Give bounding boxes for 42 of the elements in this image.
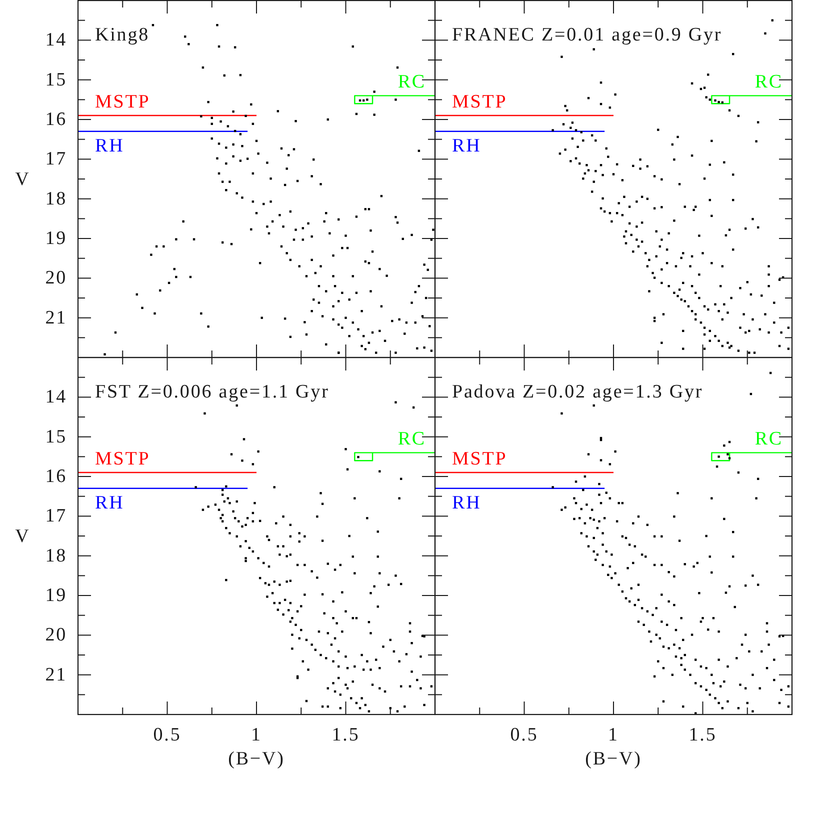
series-label: RH [95, 135, 124, 156]
series-label: RC [398, 428, 426, 450]
y-axis-title: V [15, 168, 30, 190]
x-tick-label: 1.5 [332, 724, 360, 746]
y-tick-label: 15 [45, 69, 67, 90]
series-label: RC [398, 72, 426, 93]
y-tick-label: 14 [45, 386, 67, 408]
series-label: RH [452, 135, 482, 156]
y-tick-label: 18 [45, 188, 67, 210]
y-tick-label: 16 [45, 466, 67, 487]
series-label: MSTP [95, 92, 150, 113]
text: King8 [95, 24, 150, 46]
y-tick-label: 15 [45, 426, 67, 448]
series-label: MSTP [452, 448, 508, 470]
series-label: MSTP [95, 448, 150, 470]
y-tick-label: 18 [45, 545, 67, 566]
y-tick-label: 21 [45, 664, 67, 686]
y-axis-title: V [15, 526, 30, 546]
x-tick-label: 1 [608, 724, 619, 746]
y-tick-label: 19 [45, 228, 67, 249]
y-tick-label: 17 [45, 148, 67, 170]
y-tick-label: 16 [45, 109, 67, 130]
y-tick-label: 20 [45, 268, 67, 289]
x-axis-title: (B−V) [228, 748, 285, 770]
series-label: RH [95, 492, 124, 514]
y-tick-label: 21 [45, 307, 67, 328]
x-tick-label: 1 [251, 724, 262, 746]
x-tick-label: 1.5 [688, 724, 717, 746]
text: Padova Z=0.02 age=1.3 Gyr [452, 382, 704, 402]
y-tick-label: 19 [45, 585, 67, 606]
series-label: MSTP [452, 92, 508, 113]
x-tick-label: 0.5 [153, 724, 182, 746]
series-label: RC [754, 72, 783, 93]
x-tick-label: 0.5 [510, 724, 538, 746]
y-tick-label: 20 [45, 624, 67, 646]
text: FRANEC Z=0.01 age=0.9 Gyr [452, 24, 722, 46]
series-label: RC [754, 428, 783, 450]
y-tick-label: 17 [45, 506, 67, 527]
y-tick-label: 14 [45, 30, 67, 51]
text: FST Z=0.006 age=1.1 Gyr [95, 382, 330, 402]
series-label: RH [452, 492, 482, 514]
x-axis-title: (B−V) [585, 748, 642, 770]
